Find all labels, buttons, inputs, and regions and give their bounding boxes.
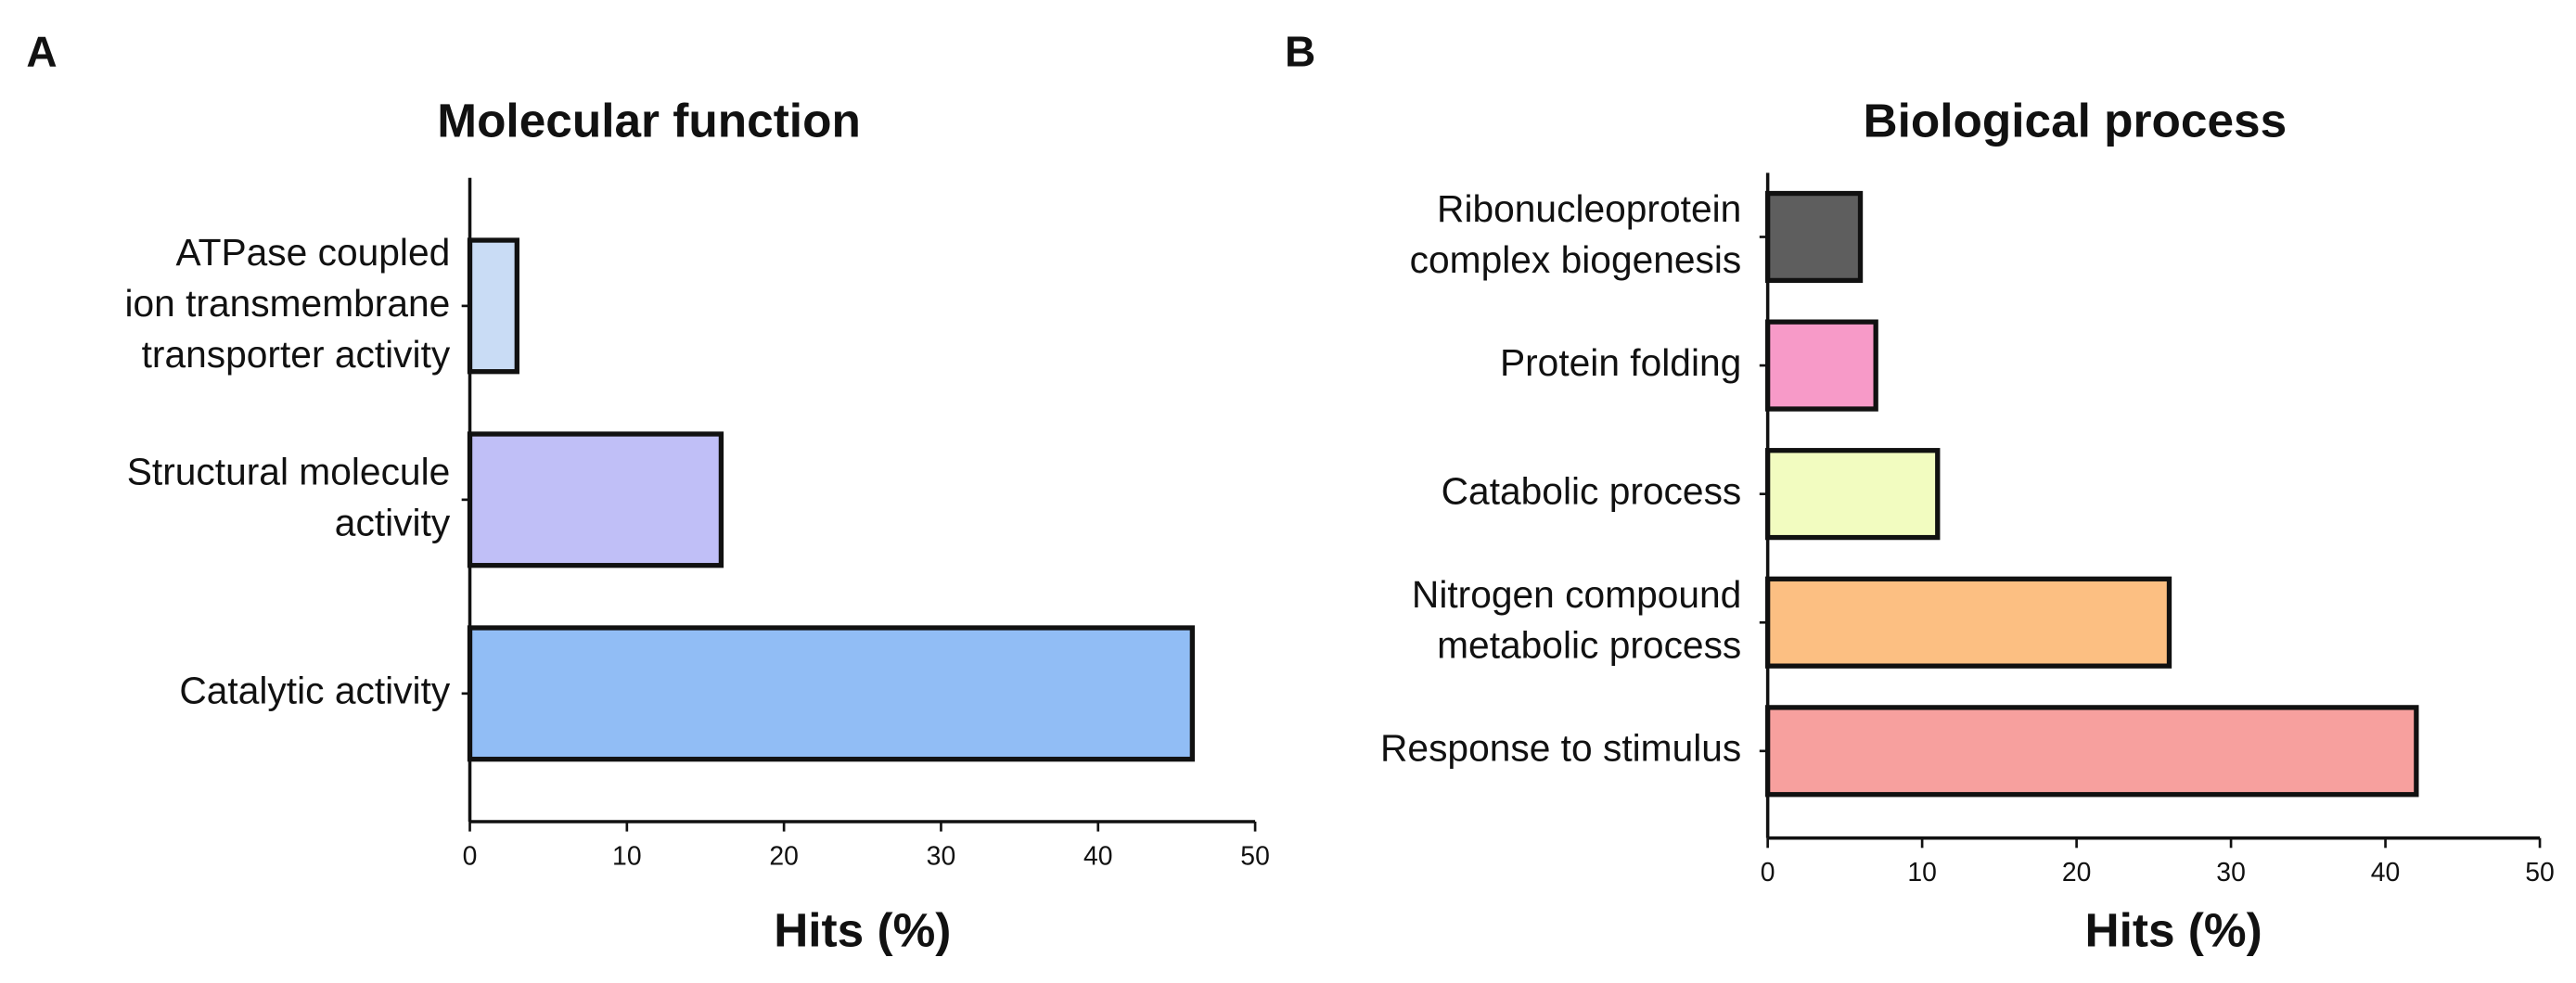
panel-label: A bbox=[26, 27, 57, 75]
x-tick-label: 30 bbox=[2216, 858, 2246, 887]
x-tick-label: 0 bbox=[463, 841, 478, 871]
x-tick-label: 0 bbox=[1761, 858, 1775, 887]
bar bbox=[1764, 448, 1941, 541]
x-tick-label: 40 bbox=[2371, 858, 2401, 887]
bar bbox=[1764, 576, 2172, 669]
y-tick-label: Catalytic activity bbox=[179, 670, 451, 712]
bar bbox=[467, 625, 1196, 762]
chart-title: Biological process bbox=[1863, 94, 2287, 147]
bar bbox=[467, 237, 519, 375]
x-tick-label: 20 bbox=[769, 841, 799, 871]
y-tick-label: Nitrogen compound metabolic process bbox=[1412, 573, 1741, 667]
y-tick-label: Protein folding bbox=[1500, 341, 1741, 384]
y-tick-label: Response to stimulus bbox=[1380, 727, 1741, 770]
x-tick-label: 10 bbox=[1907, 858, 1937, 887]
bar bbox=[1764, 190, 1864, 284]
y-tick-label: Ribonucleoprotein complex biogenesis bbox=[1410, 187, 1742, 281]
x-axis-label: Hits (%) bbox=[774, 904, 951, 957]
x-axis-label: Hits (%) bbox=[2085, 904, 2262, 957]
bar bbox=[467, 431, 724, 568]
x-tick-label: 50 bbox=[1240, 841, 1270, 871]
x-tick-label: 40 bbox=[1083, 841, 1113, 871]
x-tick-label: 30 bbox=[927, 841, 956, 871]
bar bbox=[1764, 319, 1878, 412]
y-tick-label: Catabolic process bbox=[1442, 469, 1742, 512]
panel-label: B bbox=[1285, 27, 1315, 75]
bar bbox=[1764, 705, 2419, 798]
x-tick-label: 10 bbox=[612, 841, 642, 871]
x-tick-label: 50 bbox=[2525, 858, 2555, 887]
x-tick-label: 20 bbox=[2062, 858, 2092, 887]
y-tick-label: Structural molecule activity bbox=[127, 450, 451, 543]
y-tick-label: ATPase coupled ion transmembrane transport… bbox=[124, 231, 450, 376]
chart-title: Molecular function bbox=[437, 94, 861, 147]
